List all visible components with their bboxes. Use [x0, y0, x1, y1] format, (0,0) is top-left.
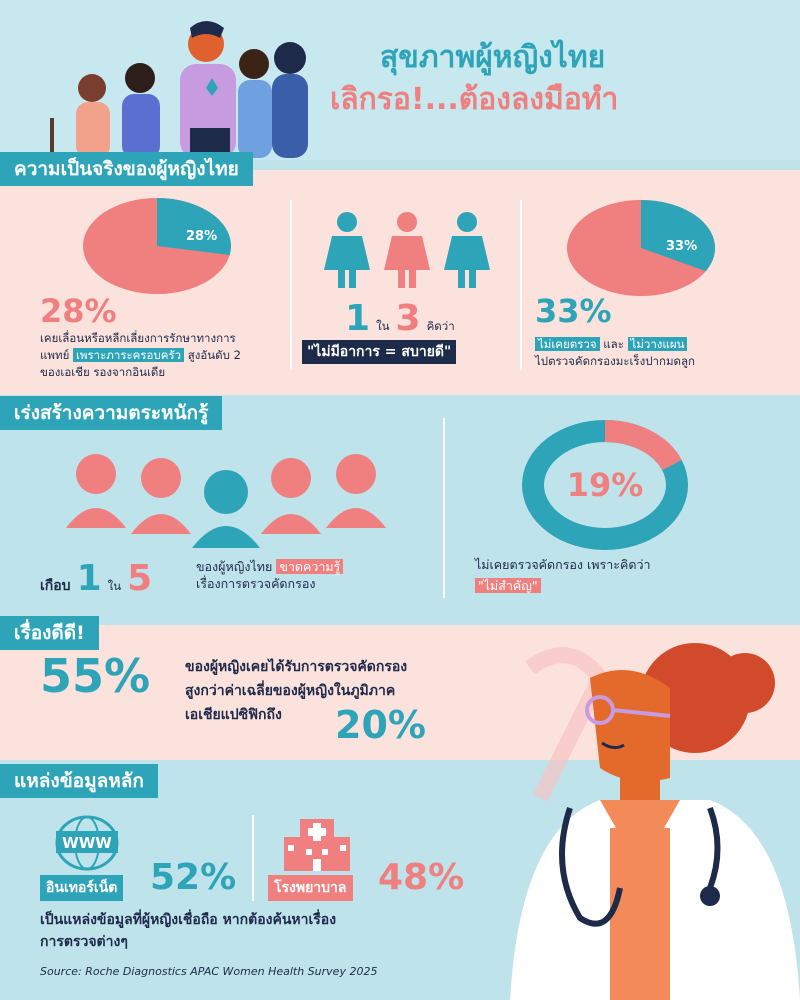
sources-text: เป็นแหล่งข้อมูลที่ผู้หญิงเชื่อถือ หากต้อ… — [40, 912, 337, 950]
internet-label: อินเทอร์เน็ต — [40, 875, 124, 901]
highlight-never-checked: ไม่เคยตรวจ — [535, 337, 600, 351]
section-title-reality: ความเป็นจริงของผู้หญิงไทย — [0, 152, 253, 186]
title-line-1: สุขภาพผู้หญิงไทย — [380, 40, 606, 75]
women-heads-1-of-5 — [66, 454, 386, 548]
donut-label-19: 19% — [567, 466, 644, 504]
woman-head-icon-2 — [131, 458, 191, 534]
stat-1-in-5: เกือบ 1 ใน 5 — [40, 558, 153, 599]
woman-head-icon-5 — [326, 454, 386, 528]
doctor-illustration — [510, 643, 800, 1000]
pie-slice-28 — [157, 198, 231, 255]
stat-1-in-5-text: ของผู้หญิงไทย ขาดความรู้ เรื่องการตรวจคั… — [196, 558, 426, 592]
woman-icon-2 — [384, 212, 430, 288]
woman-icon-3 — [444, 212, 490, 288]
title-line-2: เลิกรอ!...ต้องลงมือทำ — [330, 82, 619, 117]
woman-head-icon-1 — [66, 454, 126, 528]
www-label: WWW — [62, 834, 112, 852]
pie-chart-33: 33% — [567, 200, 715, 296]
stat-20-value: 20% — [335, 703, 426, 747]
woman-head-icon-3 — [192, 470, 260, 548]
source-citation: Source: Roche Diagnostics APAC Women Hea… — [40, 965, 378, 978]
women-group-illustration — [50, 21, 308, 158]
globe-www-icon: WWW — [55, 815, 119, 871]
pie-chart-28: 28% — [83, 198, 231, 294]
highlight-no-plan: ไม่วางแผน — [627, 337, 688, 351]
woman-head-icon-4 — [261, 458, 321, 534]
stat-1-in-3: 1 ใน 3 คิดว่า — [345, 298, 455, 339]
highlight-lack-knowledge: ขาดความรู้ — [276, 559, 344, 574]
stat-28-text: เคยเลื่อนหรือหลีกเลี่ยงการรักษาทางการ แพ… — [40, 331, 241, 379]
stat-33-value: 33% — [535, 292, 612, 330]
divider — [290, 200, 292, 370]
woman-icon-1 — [324, 212, 370, 288]
highlight-family-burden: เพราะภาระครอบครัว — [72, 348, 185, 362]
hospital-icon — [284, 819, 350, 871]
divider — [520, 200, 522, 370]
divider — [252, 815, 254, 901]
donut-text: ไม่เคยตรวจคัดกรอง เพราะคิดว่า "ไม่สำคัญ" — [475, 557, 651, 593]
stat-33-text: ไม่เคยตรวจ และ ไม่วางแผน ไปตรวจคัดกรองมะ… — [535, 337, 696, 368]
hospital-label: โรงพยาบาล — [268, 875, 353, 901]
women-icons-1-of-3 — [324, 212, 490, 288]
donut-slice-19 — [604, 420, 682, 471]
pie-label-28: 28% — [186, 229, 217, 244]
divider — [443, 418, 445, 598]
stat-28-value: 28% — [40, 292, 117, 330]
pie-slice-33 — [641, 200, 715, 272]
stat-55-text: ของผู้หญิงเคยได้รับการตรวจคัดกรอง สูงกว่… — [185, 659, 408, 723]
section-title-good-news: เรื่องดีดี! — [0, 616, 99, 650]
stat-55-value: 55% — [40, 649, 151, 703]
highlight-not-important: "ไม่สำคัญ" — [475, 578, 541, 593]
quote-no-symptoms: "ไม่มีอาการ = สบายดี" — [302, 340, 457, 364]
section-reality: 28% 28% เคยเลื่อนหรือหลีกเลี่ยงการรักษาท… — [0, 170, 800, 395]
internet-value: 52% — [150, 857, 237, 898]
hospital-value: 48% — [378, 857, 465, 898]
section-title-sources: แหล่งข้อมูลหลัก — [0, 764, 158, 798]
header-banner: สุขภาพผู้หญิงไทย เลิกรอ!...ต้องลงมือทำ — [0, 0, 800, 160]
section-title-awareness: เร่งสร้างความตระหนักรู้ — [0, 396, 223, 430]
donut-chart-19: 19% — [522, 420, 688, 550]
section-awareness: เกือบ 1 ใน 5 ของผู้หญิงไทย ขาดความรู้ เร… — [0, 412, 800, 607]
pie-label-33: 33% — [666, 239, 697, 254]
